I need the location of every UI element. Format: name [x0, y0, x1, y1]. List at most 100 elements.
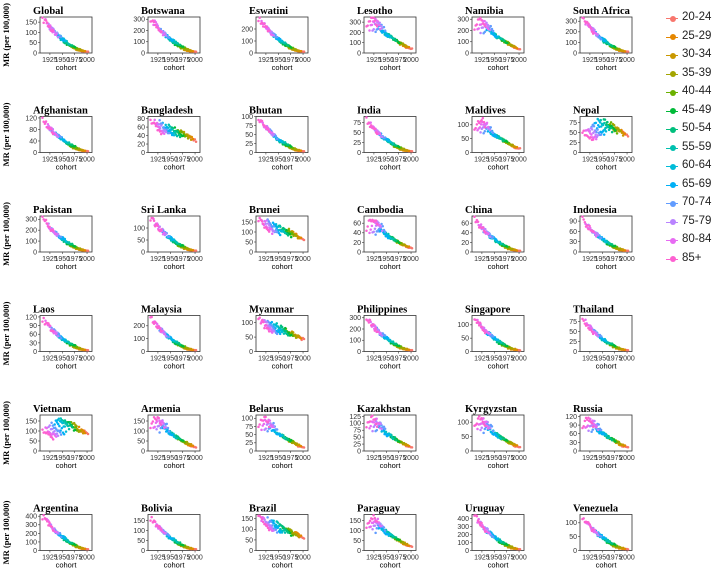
x-tick-label: 1975 — [67, 256, 83, 263]
data-point-70-74 — [491, 235, 495, 239]
data-point-40-44 — [183, 441, 187, 444]
y-tick-label: 300 — [25, 522, 37, 529]
x-tick-label: 1925 — [582, 57, 598, 64]
data-point-55-59 — [283, 231, 287, 235]
data-point-75-79 — [596, 428, 600, 432]
data-point-20-24 — [194, 50, 198, 54]
data-point-85+ — [481, 116, 485, 120]
y-tick-label: 120 — [25, 115, 37, 122]
data-point-70-74 — [599, 37, 603, 41]
data-point-65-69 — [62, 338, 66, 341]
y-tick-label: 200 — [457, 532, 469, 539]
data-point-70-74 — [591, 428, 595, 431]
data-point-70-74 — [59, 136, 63, 139]
data-point-85+ — [585, 324, 589, 327]
data-point-55-59 — [167, 123, 171, 127]
data-point-55-59 — [499, 137, 503, 141]
y-tick-label: 0 — [249, 349, 253, 356]
legend-label: 60-64 — [682, 159, 712, 171]
data-point-30-34 — [405, 245, 409, 248]
data-point-50-54 — [178, 43, 182, 47]
data-point-35-39 — [186, 545, 190, 549]
x-tick-label: 2000 — [295, 57, 311, 64]
data-point-65-69 — [277, 328, 281, 332]
data-point-75-79 — [164, 335, 168, 338]
data-point-85+ — [41, 428, 44, 431]
data-point-45-49 — [73, 543, 77, 547]
data-point-55-59 — [391, 437, 395, 441]
data-point-55-59 — [173, 130, 176, 134]
data-point-85+ — [261, 25, 265, 28]
legend-item-85+: 85+ — [664, 251, 714, 270]
x-tick-label: 1975 — [391, 57, 407, 64]
y-tick-label: 100 — [133, 528, 145, 535]
y-tick-label: 50 — [29, 438, 37, 445]
data-point-70-74 — [275, 230, 279, 234]
data-point-85+ — [589, 136, 593, 139]
x-tick-label: 2000 — [619, 356, 635, 363]
data-point-55-59 — [168, 125, 172, 128]
legend-label: 40-44 — [682, 85, 712, 97]
data-point-65-69 — [170, 338, 174, 342]
data-point-75-79 — [596, 233, 600, 236]
data-point-85+ — [483, 424, 487, 428]
data-point-50-54 — [177, 133, 181, 137]
data-point-70-74 — [599, 428, 603, 432]
data-point-40-44 — [615, 47, 619, 50]
data-point-80-84 — [269, 228, 273, 231]
data-point-30-34 — [621, 546, 625, 550]
data-point-45-49 — [397, 538, 401, 542]
data-point-45-49 — [505, 344, 509, 348]
data-point-50-54 — [178, 437, 182, 441]
panel-title: Pakistan — [33, 205, 72, 216]
y-tick-label: 0 — [33, 150, 37, 157]
data-point-80-84 — [486, 531, 490, 534]
data-point-85+ — [476, 320, 480, 324]
x-tick-label: 2000 — [511, 157, 527, 164]
data-point-70-74 — [491, 335, 495, 338]
legend-item-45-49: 45-49 — [664, 103, 714, 122]
data-point-50-54 — [68, 421, 72, 425]
data-point-85+ — [373, 19, 377, 22]
y-tick-label: 20 — [353, 240, 361, 247]
x-tick-label: 1975 — [499, 57, 515, 64]
legend-item-30-34: 30-34 — [664, 47, 714, 66]
data-point-45-49 — [613, 45, 617, 49]
data-point-35-39 — [510, 247, 514, 251]
data-point-45-49 — [73, 144, 77, 148]
data-point-85+ — [375, 24, 379, 28]
y-tick-label: 100 — [457, 540, 469, 547]
data-point-60-64 — [172, 238, 176, 241]
data-point-70-74 — [374, 30, 377, 34]
panel-title: Bangladesh — [141, 106, 193, 117]
data-point-20-24 — [194, 249, 198, 252]
data-point-80-84 — [153, 425, 156, 429]
data-point-65-69 — [170, 433, 174, 437]
data-point-50-54 — [286, 531, 290, 534]
data-point-25-29 — [623, 132, 627, 135]
data-point-85+ — [368, 19, 372, 23]
data-point-35-39 — [294, 48, 298, 51]
data-point-85+ — [258, 423, 261, 426]
x-tick-label: 1975 — [67, 57, 83, 64]
data-point-80-84 — [263, 220, 267, 223]
data-point-85+ — [591, 528, 595, 531]
legend-label: 45-49 — [682, 103, 712, 116]
x-tick-label: 1925 — [42, 157, 58, 164]
data-point-70-74 — [599, 535, 603, 538]
data-point-80-84 — [158, 125, 161, 129]
data-point-55-59 — [599, 118, 603, 122]
panel-title: Uruguay — [465, 504, 505, 515]
data-point-70-74 — [489, 24, 493, 28]
data-point-80-84 — [486, 27, 490, 31]
x-axis-label: cohort — [272, 461, 294, 470]
y-tick-label: 60 — [137, 124, 145, 131]
data-point-85+ — [483, 126, 487, 129]
data-point-85+ — [260, 21, 264, 25]
data-point-20-24 — [518, 249, 522, 252]
data-point-80-84 — [162, 231, 166, 234]
data-point-85+ — [158, 130, 162, 133]
data-point-50-54 — [394, 342, 398, 346]
